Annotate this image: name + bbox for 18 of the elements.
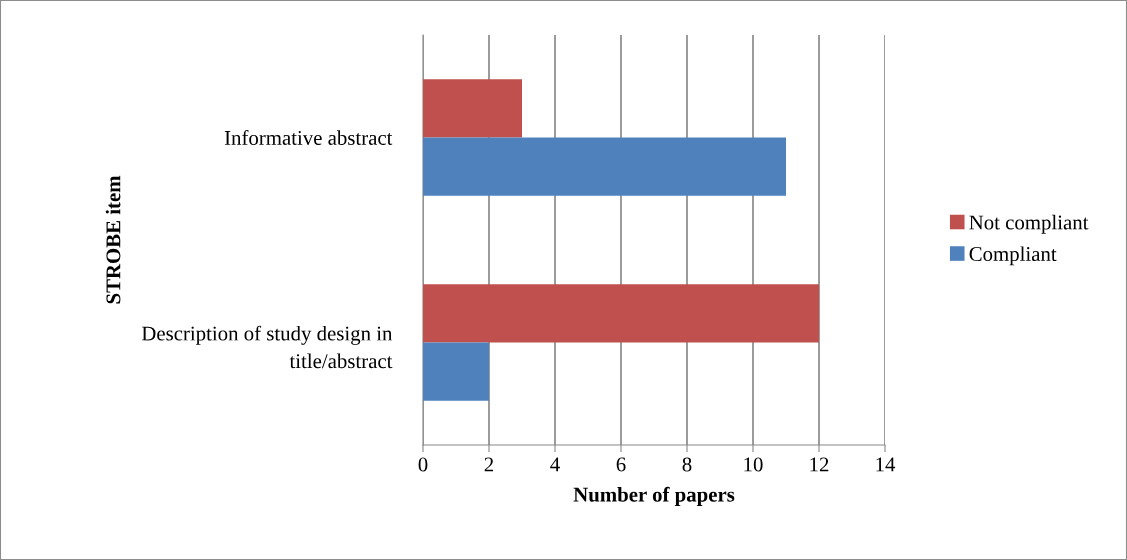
x-tick-label: 14: [876, 457, 896, 472]
x-tick-label: 10: [744, 457, 763, 472]
y-axis-title: STROBE item: [105, 175, 121, 304]
legend-label: Not compliant: [969, 214, 1089, 234]
legend-label: Compliant: [969, 246, 1057, 266]
bar: [423, 284, 819, 343]
x-tick-label: 12: [810, 457, 829, 472]
x-tick-label: 2: [484, 457, 494, 472]
x-axis-title: Number of papers: [573, 486, 735, 506]
y-tick-label: Informative abstract: [224, 130, 393, 145]
x-tick-label: 6: [616, 457, 626, 472]
bar: [423, 342, 489, 401]
x-tick-label: 4: [550, 457, 560, 472]
bar: [423, 79, 522, 138]
y-tick-label: Description of study design in title/abstract: [141, 325, 393, 369]
x-tick-label: 0: [418, 457, 428, 472]
x-tick-label: 8: [682, 457, 692, 472]
bar: [423, 137, 786, 196]
